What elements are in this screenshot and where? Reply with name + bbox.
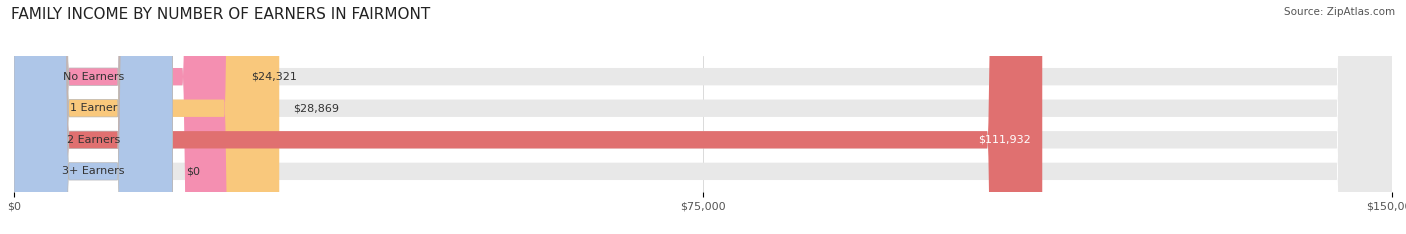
Text: $24,321: $24,321: [252, 72, 297, 82]
Text: 1 Earner: 1 Earner: [70, 103, 117, 113]
Text: 3+ Earners: 3+ Earners: [62, 166, 125, 176]
FancyBboxPatch shape: [14, 0, 173, 234]
FancyBboxPatch shape: [14, 0, 238, 234]
FancyBboxPatch shape: [14, 0, 1392, 234]
FancyBboxPatch shape: [14, 0, 173, 234]
Text: No Earners: No Earners: [63, 72, 124, 82]
Text: FAMILY INCOME BY NUMBER OF EARNERS IN FAIRMONT: FAMILY INCOME BY NUMBER OF EARNERS IN FA…: [11, 7, 430, 22]
Text: $28,869: $28,869: [292, 103, 339, 113]
FancyBboxPatch shape: [14, 0, 280, 234]
FancyBboxPatch shape: [14, 0, 1392, 234]
Text: 2 Earners: 2 Earners: [66, 135, 120, 145]
Text: $111,932: $111,932: [979, 135, 1031, 145]
Text: Source: ZipAtlas.com: Source: ZipAtlas.com: [1284, 7, 1395, 17]
FancyBboxPatch shape: [14, 0, 1392, 234]
Text: $0: $0: [186, 166, 200, 176]
FancyBboxPatch shape: [14, 0, 1042, 234]
FancyBboxPatch shape: [14, 0, 173, 234]
FancyBboxPatch shape: [14, 0, 173, 234]
FancyBboxPatch shape: [14, 0, 1392, 234]
